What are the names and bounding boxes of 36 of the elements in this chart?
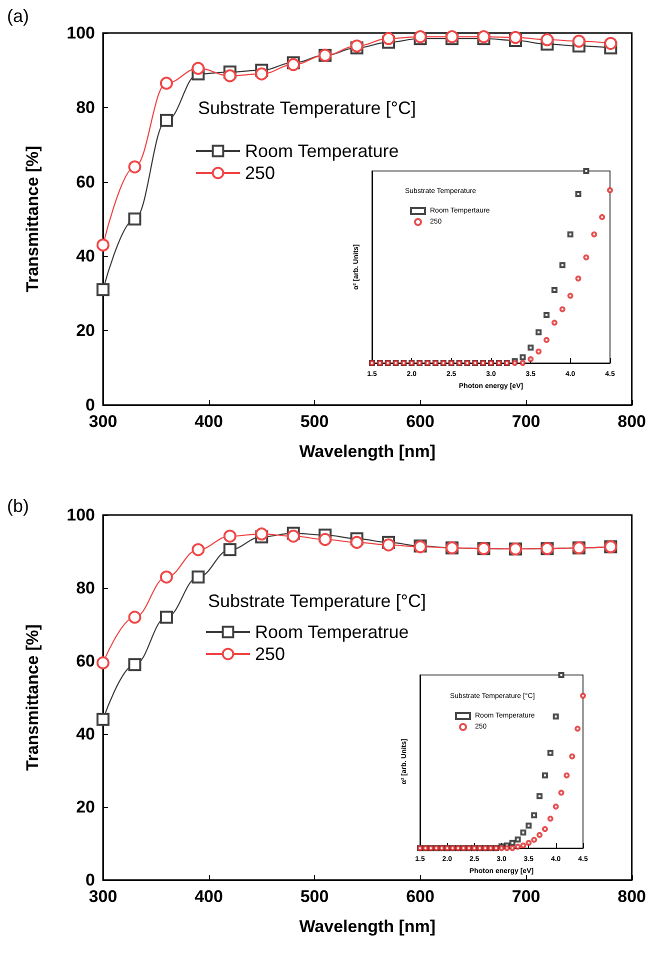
legend-label: 250 — [255, 644, 286, 664]
y-axis-title: Transmittance [%] — [23, 146, 42, 292]
legend-label: Room Temperature — [245, 141, 399, 161]
x-tick-label: 400 — [194, 887, 223, 906]
y-tick-label: 60 — [76, 172, 95, 192]
x-tick-label: 800 — [618, 887, 646, 906]
y-tick-label: 60 — [76, 652, 95, 670]
x-tick-label: 400 — [194, 412, 223, 431]
x-tick-label: 800 — [618, 412, 646, 431]
y-tick-label: 0 — [86, 396, 95, 414]
x-axis-title: Wavelength [nm] — [299, 917, 436, 936]
y-tick-label: 0 — [86, 870, 95, 890]
x-tick-label: 700 — [512, 887, 540, 906]
x-tick-label: 600 — [406, 887, 434, 906]
legend-label: Room Temperatrue — [255, 622, 409, 642]
x-tick-label: 500 — [300, 887, 329, 906]
legend-title: Substrate Temperature [°C] — [198, 98, 416, 118]
y-tick-label: 100 — [66, 506, 95, 524]
x-axis-title: Wavelength [nm] — [299, 442, 436, 461]
chart-title: (b) — [7, 496, 29, 516]
x-tick-label: 300 — [88, 412, 118, 431]
y-tick-label: 80 — [76, 578, 95, 598]
y-tick-label: 20 — [76, 321, 95, 340]
y-tick-label: 20 — [76, 798, 95, 816]
x-tick-label: 700 — [512, 412, 540, 431]
y-tick-label: 80 — [76, 98, 95, 117]
chart-title: (a) — [7, 6, 29, 26]
legend-title: Substrate Temperature [°C] — [208, 591, 426, 611]
x-tick-label: 600 — [406, 412, 434, 431]
y-tick-label: 100 — [66, 24, 95, 42]
x-tick-label: 300 — [88, 887, 118, 906]
y-axis-title: Transmittance [%] — [23, 624, 42, 771]
legend-label: 250 — [245, 163, 276, 183]
y-tick-label: 40 — [76, 246, 95, 266]
y-tick-label: 40 — [76, 724, 95, 744]
x-tick-label: 500 — [300, 412, 329, 431]
